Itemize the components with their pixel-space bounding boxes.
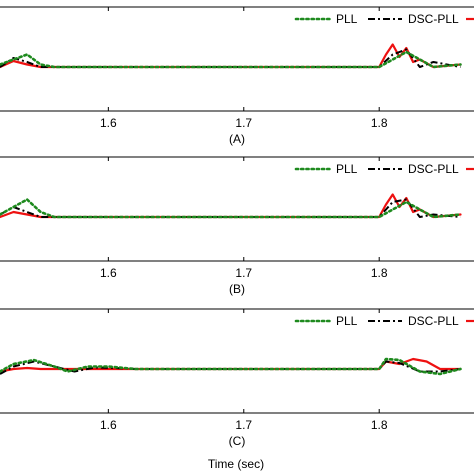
legend-label-pll: PLL bbox=[336, 314, 358, 328]
x-tick-label: 1.6 bbox=[100, 266, 117, 280]
x-tick-label: 1.6 bbox=[100, 116, 117, 130]
series-line-dsc-pll bbox=[0, 198, 461, 218]
series-line-red bbox=[0, 193, 462, 219]
legend: PLL DSC-PLL bbox=[294, 12, 474, 26]
legend-label-pll: PLL bbox=[336, 162, 358, 176]
legend: PLL DSC-PLL bbox=[294, 314, 474, 328]
series-line-pll bbox=[0, 198, 462, 219]
series-line-dsc-pll bbox=[0, 48, 461, 68]
x-axis-label: Time (sec) bbox=[208, 457, 264, 471]
panel-caption: (B) bbox=[229, 282, 245, 296]
panel-3: 1.6 1.7 1.8 (C) PLL DSC-PLL bbox=[0, 308, 474, 448]
legend-label-dsc-pll: DSC-PLL bbox=[408, 12, 459, 26]
legend-label-pll: PLL bbox=[336, 12, 358, 26]
x-tick-label: 1.8 bbox=[371, 418, 388, 432]
x-tick-label: 1.7 bbox=[235, 116, 252, 130]
panel-caption: (A) bbox=[229, 132, 245, 146]
x-tick-label: 1.7 bbox=[235, 418, 252, 432]
legend: PLL DSC-PLL bbox=[294, 162, 474, 176]
panel-2: 1.6 1.7 1.8 (B) PLL DSC-PLL bbox=[0, 156, 474, 296]
legend-label-dsc-pll: DSC-PLL bbox=[408, 314, 459, 328]
x-tick-label: 1.8 bbox=[371, 116, 388, 130]
panel-1: 1.6 1.7 1.8 (A) PLL DSC-PLL bbox=[0, 6, 474, 146]
legend-label-dsc-pll: DSC-PLL bbox=[408, 162, 459, 176]
series-line-red bbox=[0, 43, 462, 69]
x-tick-label: 1.8 bbox=[371, 266, 388, 280]
x-tick-label: 1.7 bbox=[235, 266, 252, 280]
series-line-pll bbox=[0, 50, 462, 69]
panel-caption: (C) bbox=[229, 434, 246, 448]
series-line-pll bbox=[0, 357, 462, 376]
x-tick-label: 1.6 bbox=[100, 418, 117, 432]
